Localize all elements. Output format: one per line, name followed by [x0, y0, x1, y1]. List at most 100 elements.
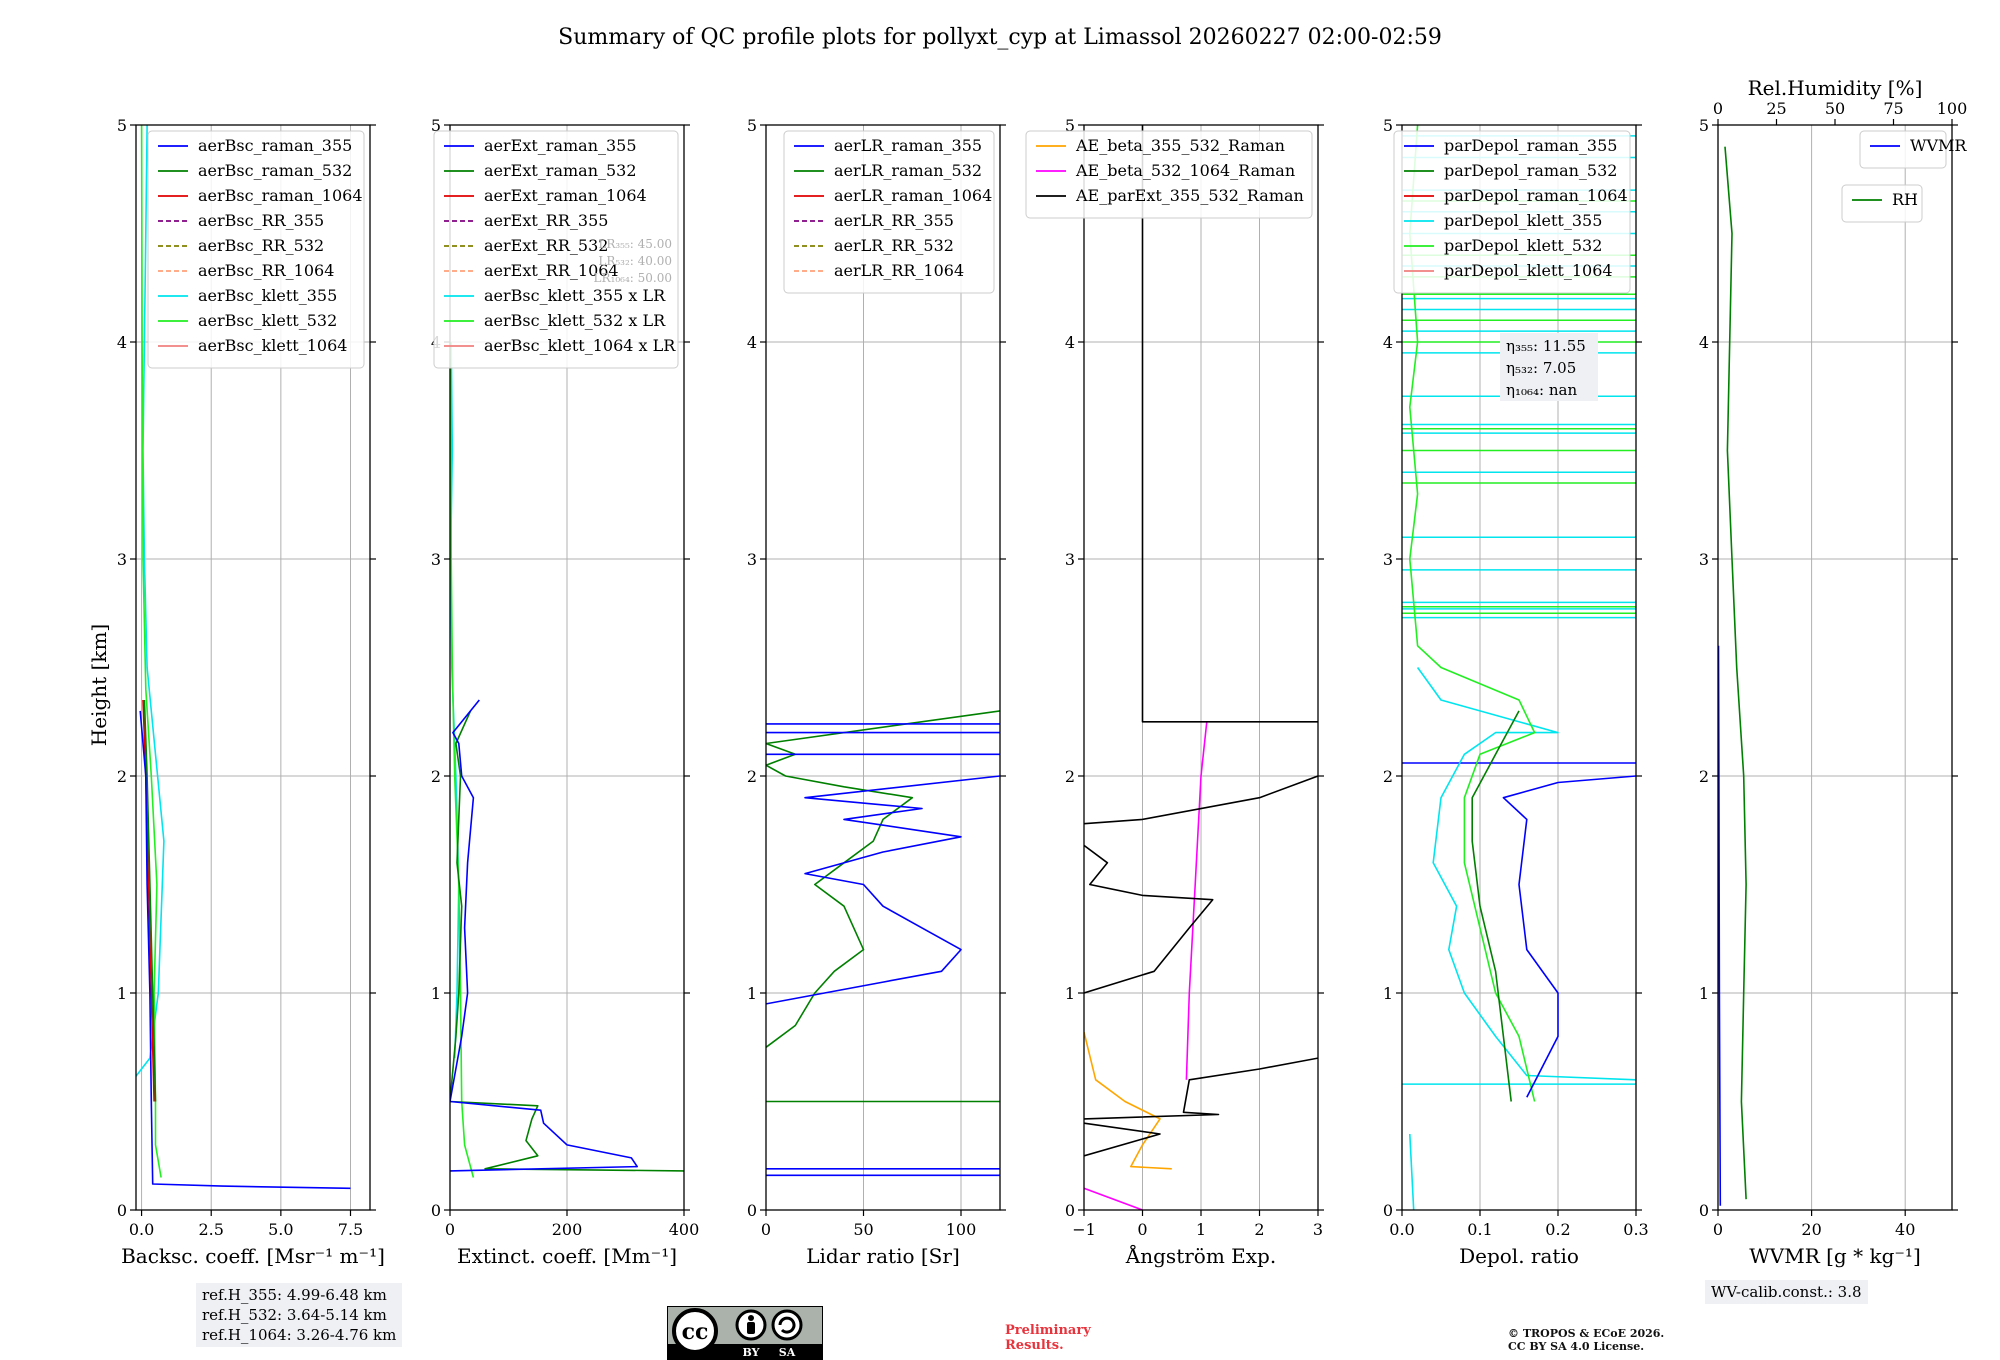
y-tick-label: 2 [431, 767, 441, 786]
cc-text: cc [682, 1319, 709, 1345]
x-tick-label: 0 [1137, 1220, 1147, 1239]
series-line-ext-2 [450, 710, 684, 1172]
legend-label: parDepol_klett_1064 [1444, 261, 1613, 280]
y-tick-label: 1 [1065, 984, 1075, 1003]
series-group-ae [1084, 125, 1318, 1210]
y-tick-label: 0 [431, 1201, 441, 1220]
top-x-tick-label: 0 [1713, 99, 1723, 118]
legend-label: aerBsc_klett_532 x LR [484, 311, 666, 330]
ref-height-355: ref.H_355: 4.99-6.48 km [202, 1286, 387, 1304]
panel-lr: 0 50 100 0 1 2 3 4 5 Lidar ratio [Sr] aerLR_raman_… [747, 116, 1006, 1268]
series-group-ext [450, 341, 684, 1178]
x-tick-label: 400 [669, 1220, 700, 1239]
wv-calibration-constant: WV-calib.const.: 3.8 [1711, 1283, 1862, 1301]
x-tick-label: 50 [853, 1220, 873, 1239]
y-tick-label: 0 [1383, 1201, 1393, 1220]
series-line-ae-4 [1084, 775, 1318, 825]
legend-label: aerBsc_klett_1064 x LR [484, 336, 676, 355]
series-line-ae-2 [1185, 721, 1208, 1080]
series-line-ae-0 [1084, 1031, 1172, 1170]
series-line-bsc-3 [143, 699, 157, 1102]
y-tick-label: 5 [1699, 116, 1709, 135]
x-tick-label: 3 [1313, 1220, 1323, 1239]
copyright-note: © TROPOS & ECoE 2026. CC BY SA 4.0 Licen… [1508, 1327, 1664, 1353]
y-tick-label: 4 [1383, 333, 1393, 352]
x-tick-label: 0 [445, 1220, 455, 1239]
legend-ae: AE_beta_355_532_Raman AE_beta_532_1064_Ra… [1025, 130, 1313, 219]
legend-label: aerExt_RR_532 [484, 236, 608, 255]
top-x-tick-label: 75 [1883, 99, 1903, 118]
axes-frame-depol [1401, 124, 1637, 1211]
lidar-ratio-label: LR₃₅₅: 45.00 [598, 237, 672, 251]
by-label: BY [743, 1346, 760, 1359]
series-line-bsc-2 [142, 699, 155, 1102]
series-line-depol-4 [1502, 775, 1636, 1098]
sa-label: SA [779, 1346, 796, 1359]
y-tick-label: 2 [1699, 767, 1709, 786]
eta-value: η₁₀₆₄: nan [1506, 381, 1577, 399]
legend-depol: parDepol_raman_355 parDepol_raman_532 parD… [1393, 130, 1631, 294]
legend-label: aerBsc_klett_355 x LR [484, 286, 666, 305]
series-line-wv-1 [1724, 146, 1747, 1200]
legend-label: aerBsc_RR_355 [198, 211, 324, 230]
legend-label: aerBsc_klett_532 [198, 311, 337, 330]
series-line-depol-1 [1416, 667, 1636, 1081]
x-tick-label: 0 [761, 1220, 771, 1239]
x-tick-label: 0.0 [129, 1220, 154, 1239]
copyright-line-1: © TROPOS & ECoE 2026. [1508, 1327, 1665, 1340]
series-line-depol-0 [1409, 1133, 1415, 1210]
y-tick-label: 5 [1065, 116, 1075, 135]
eta-box [1500, 333, 1598, 401]
x-axis-label-bsc: Backsc. coeff. [Msr⁻¹ m⁻¹] [121, 1244, 385, 1268]
axes-frame-lr [765, 124, 1001, 1211]
ref-height-1064: ref.H_1064: 3.26-4.76 km [202, 1326, 397, 1344]
x-tick-label: 0.3 [1623, 1220, 1648, 1239]
x-tick-label: 200 [552, 1220, 583, 1239]
legend-lr: aerLR_raman_355 aerLR_raman_532 aerLR_rama… [783, 130, 995, 294]
axes-frame-bsc [135, 124, 371, 1211]
legend-label: RH [1892, 190, 1918, 209]
series-line-bsc-1 [140, 125, 162, 1178]
legend-label: aerExt_raman_532 [484, 161, 637, 180]
y-tick-label: 3 [1699, 550, 1709, 569]
legend-label: AE_beta_355_532_Raman [1075, 136, 1285, 155]
x-axis-label-depol: Depol. ratio [1459, 1244, 1579, 1268]
legend-label: aerLR_raman_1064 [834, 186, 992, 205]
series-line-ae-3 [1141, 125, 1318, 723]
legend-label: AE_parExt_355_532_Raman [1075, 186, 1304, 205]
eta-value: η₅₃₂: 7.05 [1506, 359, 1576, 377]
y-tick-label: 3 [747, 550, 757, 569]
x-axis-label-wv: WVMR [g * kg⁻¹] [1749, 1244, 1921, 1268]
legend-label: aerLR_raman_355 [834, 136, 982, 155]
series-line-ae-6 [1084, 1057, 1318, 1120]
y-tick-label: 3 [431, 550, 441, 569]
series-line-depol-3 [1471, 710, 1520, 1102]
legend-label: aerExt_raman_1064 [484, 186, 647, 205]
grid-wv [1717, 124, 1952, 1211]
x-tick-label: 0 [1713, 1220, 1723, 1239]
x-axis-label-lr: Lidar ratio [Sr] [806, 1244, 960, 1268]
series-line-ext-3 [450, 699, 639, 1172]
figure-title: Summary of QC profile plots for pollyxt_… [558, 25, 1442, 50]
lidar-ratio-label: LR₁₀₆₄: 50.00 [594, 271, 672, 285]
top-x-tick-label: 50 [1825, 99, 1845, 118]
y-tick-label: 0 [1699, 1201, 1709, 1220]
y-tick-label: 1 [117, 984, 127, 1003]
y-tick-label: 2 [747, 767, 757, 786]
reference-heights-box: ref.H_355: 4.99-6.48 km ref.H_532: 3.64-… [196, 1283, 403, 1347]
y-tick-label: 5 [117, 116, 127, 135]
legend-label: AE_beta_532_1064_Raman [1075, 161, 1295, 180]
x-axis-label-ext: Extinct. coeff. [Mm⁻¹] [457, 1244, 677, 1268]
x-tick-label: −1 [1072, 1220, 1096, 1239]
legend-label: parDepol_klett_532 [1444, 236, 1602, 255]
ref-height-532: ref.H_532: 3.64-5.14 km [202, 1306, 387, 1324]
copyright-line-2: CC BY SA 4.0 License. [1508, 1340, 1645, 1353]
y-tick-label: 2 [1383, 767, 1393, 786]
series-line-bsc-4 [139, 710, 351, 1190]
legend-label: aerLR_RR_1064 [834, 261, 964, 280]
preliminary-note: Preliminary Results. [1005, 1323, 1091, 1353]
grid-ae [1083, 124, 1319, 1211]
cc-by-sa-badge: cc BY SA [667, 1306, 823, 1360]
